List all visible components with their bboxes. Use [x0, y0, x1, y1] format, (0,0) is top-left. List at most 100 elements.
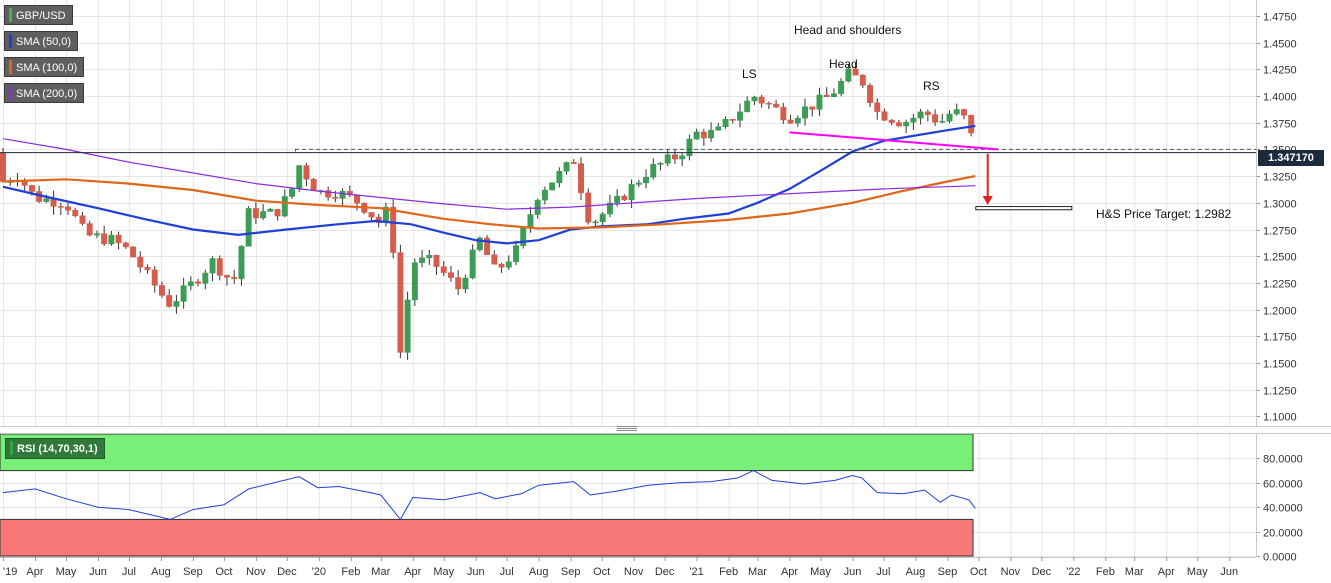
- candle-up: [187, 281, 194, 286]
- candle-down: [72, 209, 79, 217]
- candle-up: [903, 122, 910, 127]
- candle-down: [130, 246, 137, 258]
- price-axis-label: 1.1250: [1263, 386, 1297, 398]
- candle-up: [686, 138, 693, 157]
- legend-swatch: [9, 86, 12, 101]
- time-axis-label: Dec: [277, 566, 297, 578]
- candle-up: [173, 301, 180, 307]
- time-axis-label: Oct: [215, 566, 232, 578]
- time-axis-label: Mar: [371, 566, 390, 578]
- price-axis-label: 1.2500: [1263, 252, 1297, 264]
- candle-down: [137, 256, 144, 268]
- candle-up: [830, 93, 837, 97]
- price-axis-label: 1.1000: [1263, 412, 1297, 424]
- candle-down: [895, 122, 902, 127]
- candle-down: [310, 179, 317, 192]
- time-axis-label: Jul: [876, 566, 890, 578]
- time-axis-label: Apr: [1158, 566, 1175, 578]
- rsi-axis-label: 60.0000: [1263, 479, 1303, 491]
- candle-up: [563, 162, 570, 172]
- candle-down: [809, 106, 816, 110]
- time-axis-label: Jun: [844, 566, 862, 578]
- price-pane-bg: [0, 0, 1256, 426]
- time-axis-label: Feb: [341, 566, 360, 578]
- legend-item[interactable]: SMA (50,0): [4, 31, 79, 51]
- candle-down: [231, 277, 238, 280]
- candle-down: [144, 266, 151, 271]
- candle-down: [585, 192, 592, 223]
- legend-item[interactable]: GBP/USD: [4, 5, 73, 25]
- candle-down: [773, 103, 780, 108]
- candle-down: [86, 223, 93, 236]
- candle-up: [289, 188, 295, 197]
- candle-up: [751, 96, 758, 102]
- rsi-legend: RSI (14,70,30,1): [5, 438, 105, 459]
- time-axis-label: Nov: [246, 566, 266, 578]
- sma-50-line: [2, 124, 976, 245]
- candle-up: [614, 195, 621, 204]
- pane-splitter-handle[interactable]: [617, 425, 637, 431]
- candle-down: [700, 131, 707, 139]
- neckline: [789, 131, 999, 151]
- time-axis-label: May: [433, 566, 454, 578]
- candle-down: [195, 281, 202, 284]
- right-shoulder-label: RS: [923, 79, 940, 93]
- candle-up: [245, 208, 252, 247]
- candle-up: [606, 202, 613, 215]
- candle-up: [599, 213, 606, 223]
- legend-label: GBP/USD: [16, 10, 66, 22]
- candle-down: [881, 111, 888, 121]
- price-axis-label: 1.4250: [1263, 65, 1297, 77]
- candle-down: [729, 119, 736, 121]
- sma-200-line: [2, 138, 976, 210]
- head-label: Head: [829, 57, 858, 71]
- candle-up: [411, 262, 418, 301]
- time-axis-label: Dec: [1032, 566, 1052, 578]
- candle-up: [260, 211, 267, 219]
- price-target-label: H&S Price Target: 1.2982: [1096, 207, 1232, 221]
- time-axis-label: Oct: [970, 566, 987, 578]
- candle-up: [534, 199, 541, 215]
- candle-down: [166, 295, 173, 307]
- candle-up: [426, 255, 433, 259]
- candle-down: [325, 190, 332, 198]
- time-axis-label: Sep: [183, 566, 203, 578]
- time-axis-label: '21: [689, 566, 703, 578]
- candle-down: [932, 114, 939, 123]
- candle-up: [802, 106, 808, 119]
- time-axis-label: May: [56, 566, 77, 578]
- candle-up: [953, 109, 960, 115]
- candle-down: [224, 275, 230, 278]
- candle-down: [122, 242, 129, 248]
- time-axis-label: '20: [312, 566, 326, 578]
- candle-up: [722, 119, 729, 127]
- price-axis-label: 1.2750: [1263, 226, 1297, 238]
- candle-down: [867, 85, 873, 103]
- legend-label: SMA (200,0): [16, 88, 78, 100]
- candle-down: [397, 252, 404, 353]
- candle-down: [368, 212, 375, 218]
- price-axis-label: 1.1750: [1263, 332, 1297, 344]
- legend-item[interactable]: SMA (100,0): [4, 57, 85, 77]
- target-arrow-head: [982, 195, 993, 205]
- rsi-line: [2, 470, 976, 521]
- candle-up: [708, 129, 715, 139]
- candle-down: [115, 234, 122, 244]
- time-axis-label: Apr: [781, 566, 798, 578]
- rsi-axis-label: 0.0000: [1263, 552, 1297, 564]
- rsi-axis-label: 20.0000: [1263, 528, 1303, 540]
- candle-up: [180, 285, 187, 302]
- legend-item[interactable]: SMA (200,0): [4, 83, 85, 103]
- candle-up: [267, 209, 274, 212]
- price-axis-label: 1.4500: [1263, 39, 1297, 51]
- candle-down: [101, 233, 108, 245]
- candle-up: [296, 165, 303, 190]
- candle-up: [715, 126, 722, 131]
- time-axis-label: Nov: [624, 566, 644, 578]
- candle-up: [549, 182, 556, 191]
- time-axis-label: Feb: [1096, 566, 1115, 578]
- candle-up: [513, 245, 519, 263]
- rsi-axis-label: 80.0000: [1263, 454, 1303, 466]
- price-target-box: [975, 206, 1073, 211]
- candle-down: [274, 209, 281, 217]
